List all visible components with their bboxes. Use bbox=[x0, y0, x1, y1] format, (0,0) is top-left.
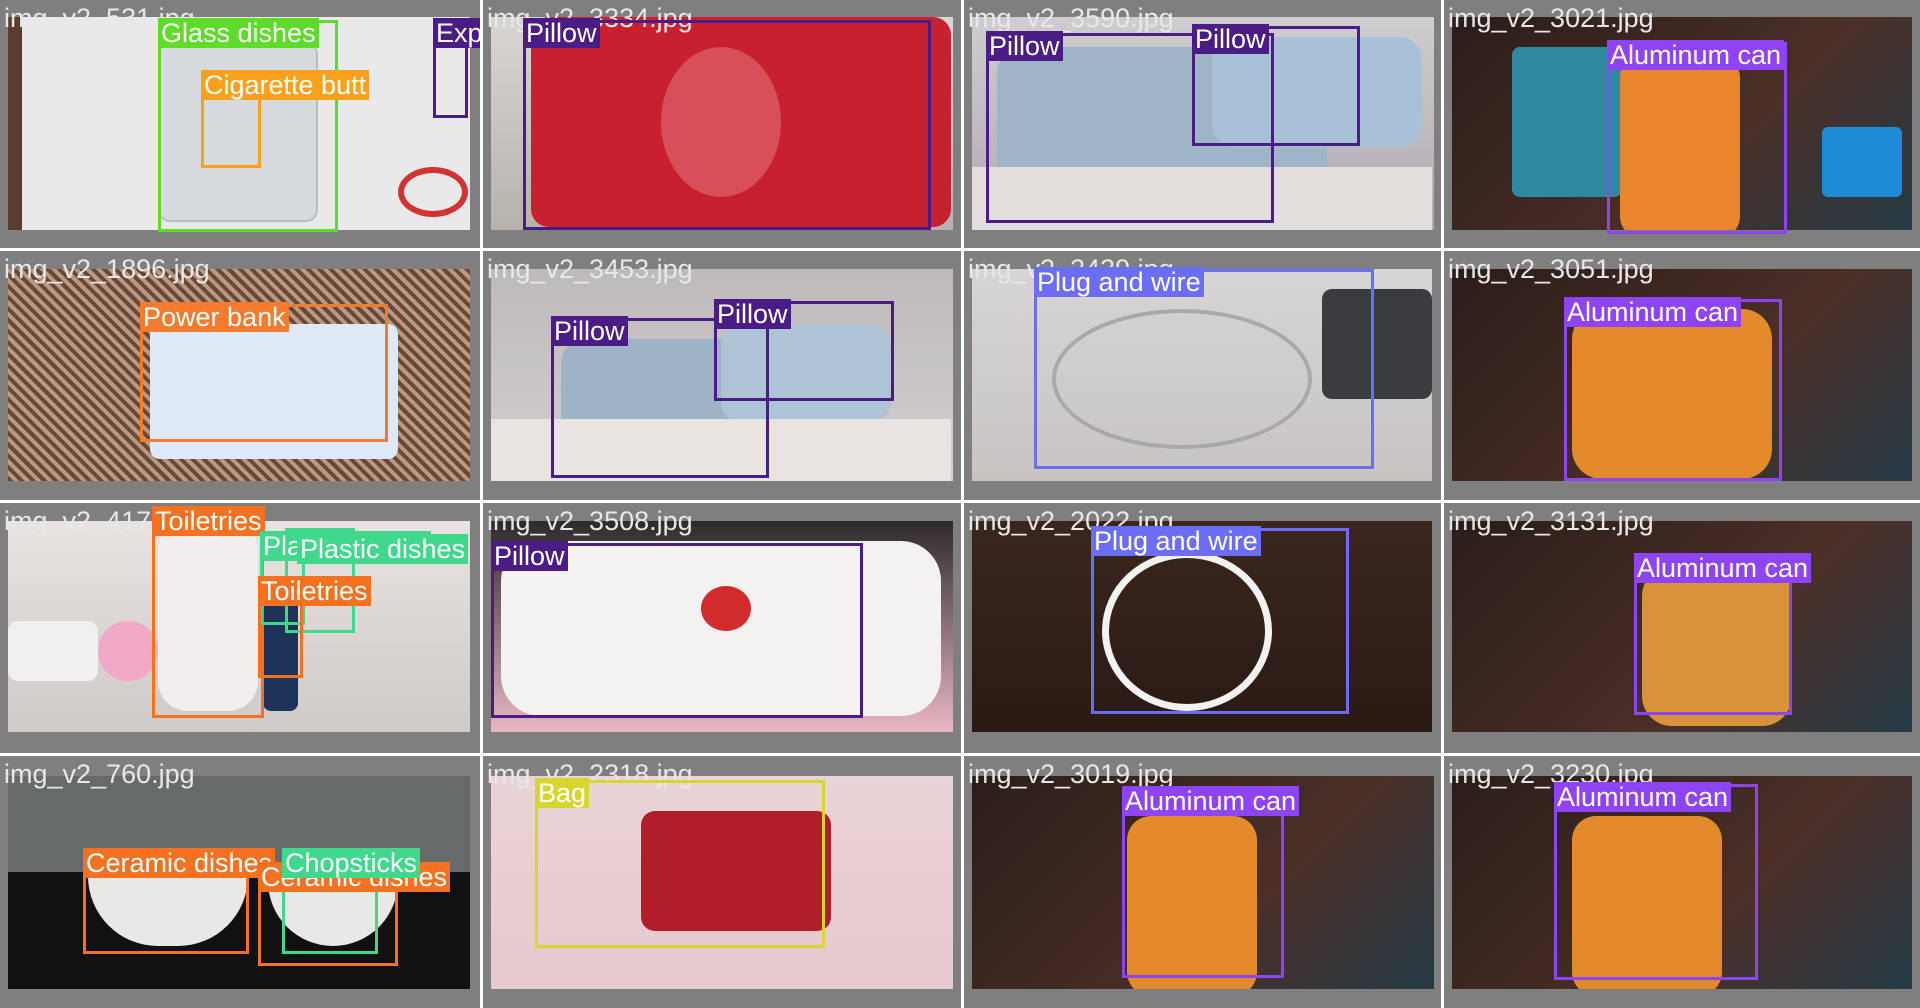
bbox-aluminum-can bbox=[1554, 784, 1758, 980]
bbox-label-pillow: Pillow bbox=[491, 541, 568, 571]
scene-object bbox=[8, 621, 98, 681]
bbox-label-ceramic-dishes: Ceramic dishes bbox=[83, 848, 276, 878]
bbox-label-bag: Bag bbox=[535, 778, 590, 808]
bbox-label-pillow: Pillow bbox=[523, 18, 600, 48]
bbox-aluminum-can bbox=[1607, 42, 1787, 234]
bbox-label-plug-and-wire: Plug and wire bbox=[1034, 267, 1204, 297]
photo bbox=[491, 17, 953, 230]
bbox-label-pillow: Pillow bbox=[551, 316, 628, 346]
photo bbox=[491, 269, 953, 481]
image-filename: img_v2_2318.jpg bbox=[487, 759, 693, 789]
photo bbox=[491, 776, 953, 989]
image-filename: img_v2_3453.jpg bbox=[487, 254, 693, 284]
image-cell: img_v2_3508.jpg Pillow bbox=[483, 503, 961, 753]
image-filename: img_v2_3131.jpg bbox=[1448, 506, 1654, 536]
bbox-label-pillow: Pillow bbox=[1192, 24, 1269, 54]
bbox-label-glass-dishes: Glass dishes bbox=[158, 18, 319, 48]
bbox-label-plug-and-wire: Plug and wire bbox=[1091, 526, 1261, 556]
scene-object bbox=[1572, 309, 1772, 479]
bbox-label-cigarette-butt: Cigarette butt bbox=[201, 70, 370, 100]
scene-object bbox=[158, 521, 258, 711]
bbox-toiletries bbox=[152, 508, 264, 718]
bbox-pillow bbox=[523, 20, 931, 230]
scene-object bbox=[701, 586, 751, 631]
image-filename: img_v2_760.jpg bbox=[4, 759, 195, 789]
scene-object bbox=[641, 811, 831, 931]
bbox-pillow bbox=[714, 301, 894, 401]
bbox-plug-and-wire bbox=[1034, 269, 1374, 469]
bbox-label-expired-medicine: Expired medicine bbox=[433, 18, 480, 48]
image-filename: img_v2_3508.jpg bbox=[487, 506, 693, 536]
bbox-label-aluminum-can: Aluminum can bbox=[1554, 782, 1732, 812]
scene-object bbox=[661, 47, 781, 197]
bbox-label-aluminum-can: Aluminum can bbox=[1122, 786, 1300, 816]
scene-object bbox=[1052, 309, 1312, 449]
image-cell: img_v2_3051.jpg Aluminum can bbox=[1444, 251, 1920, 500]
bbox-label-toiletries: Toiletries bbox=[152, 506, 265, 536]
bbox-pillow bbox=[986, 33, 1274, 223]
bbox-label-toiletries: Toiletries bbox=[258, 576, 371, 606]
scene-object bbox=[1822, 127, 1902, 197]
bbox-label-plastic-dishes: Plastic dishes bbox=[297, 534, 469, 564]
scene-object bbox=[972, 167, 1432, 230]
bbox-pillow bbox=[491, 543, 863, 718]
scene-object bbox=[1127, 816, 1257, 989]
bbox-aluminum-can bbox=[1122, 788, 1284, 978]
scene-object bbox=[531, 17, 951, 227]
bbox-label-aluminum-can: Aluminum can bbox=[1634, 553, 1812, 583]
scene-object bbox=[150, 324, 398, 459]
image-cell: img_v2_3019.jpg Aluminum can bbox=[964, 756, 1441, 1008]
scene-object bbox=[1212, 37, 1422, 147]
bbox-label-chopsticks: Chopsticks bbox=[282, 848, 421, 878]
image-filename: img_v2_3051.jpg bbox=[1448, 254, 1654, 284]
photo bbox=[972, 269, 1432, 481]
photo bbox=[972, 521, 1432, 732]
photo bbox=[1452, 269, 1912, 481]
scene-object bbox=[398, 167, 468, 217]
image-cell: img_v2_3590.jpg Pillow Pillow bbox=[964, 0, 1441, 248]
image-filename: img_v2_3019.jpg bbox=[968, 759, 1174, 789]
image-filename: img_v2_3590.jpg bbox=[968, 3, 1174, 33]
scene-object bbox=[1642, 566, 1792, 726]
scene-object bbox=[1512, 47, 1622, 197]
image-filename: img_v2_1896.jpg bbox=[4, 254, 210, 284]
scene-object bbox=[491, 419, 951, 481]
scene-object bbox=[263, 591, 298, 711]
image-cell: img_v2_531.jpg Glass dishes Cigarette butt… bbox=[0, 0, 480, 248]
image-cell: img_v2_3021.jpg Aluminum can bbox=[1444, 0, 1920, 248]
image-cell: img_v2_2318.jpg Bag bbox=[483, 756, 961, 1008]
scene-object bbox=[1322, 289, 1432, 399]
image-cell: img_v2_3131.jpg Aluminum can bbox=[1444, 503, 1920, 753]
scene-object bbox=[1620, 57, 1740, 230]
image-cell: img_v2_1896.jpg Power bank bbox=[0, 251, 480, 500]
image-cell: img_v2_3453.jpg Pillow Pillow bbox=[483, 251, 961, 500]
bbox-label-pillow: Pillow bbox=[986, 31, 1063, 61]
bbox-label-aluminum-can: Aluminum can bbox=[1607, 40, 1785, 70]
bbox-label-power-bank: Power bank bbox=[140, 302, 289, 332]
scene-object bbox=[98, 621, 158, 681]
image-filename: img_v2_3021.jpg bbox=[1448, 3, 1654, 33]
scene-object bbox=[721, 324, 891, 424]
image-cell: img_v2_3230.jpg Aluminum can bbox=[1444, 756, 1920, 1008]
bbox-label-aluminum-can: Aluminum can bbox=[1564, 297, 1742, 327]
bbox-bag bbox=[535, 780, 825, 948]
bbox-label-pillow: Pillow bbox=[714, 299, 791, 329]
photo bbox=[491, 521, 953, 732]
scene-object bbox=[1572, 816, 1722, 989]
bbox-pillow bbox=[1192, 26, 1360, 146]
image-cell: img_v2_2022.jpg Plug and wire bbox=[964, 503, 1441, 753]
